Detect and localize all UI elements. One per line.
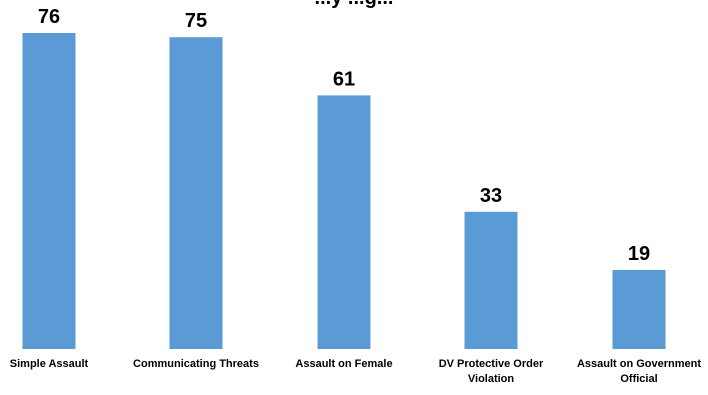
category-label-2: Assault on Female bbox=[295, 358, 392, 370]
category-label-4: Assault on Government Official bbox=[577, 358, 701, 385]
bar-2 bbox=[317, 95, 371, 350]
value-label-1: 75 bbox=[185, 10, 207, 32]
value-label-2: 61 bbox=[333, 68, 355, 90]
category-labels-layer: Simple Assault Communicating Threats Assau… bbox=[10, 358, 702, 385]
bar-0 bbox=[22, 33, 76, 349]
bar-3 bbox=[464, 211, 518, 349]
value-label-4: 19 bbox=[628, 243, 650, 265]
category-label-1: Communicating Threats bbox=[133, 358, 259, 370]
bar-1 bbox=[169, 37, 223, 349]
value-labels-layer: 76 75 61 33 19 bbox=[38, 6, 650, 265]
category-label-3: DV Protective Order Violation bbox=[439, 358, 544, 385]
bar-4 bbox=[612, 270, 666, 349]
category-label-0: Simple Assault bbox=[10, 358, 89, 370]
chart-title-fragment: ...y ...g... bbox=[315, 0, 394, 9]
bars-layer bbox=[22, 33, 666, 350]
value-label-3: 33 bbox=[480, 185, 502, 207]
value-label-0: 76 bbox=[38, 6, 60, 28]
